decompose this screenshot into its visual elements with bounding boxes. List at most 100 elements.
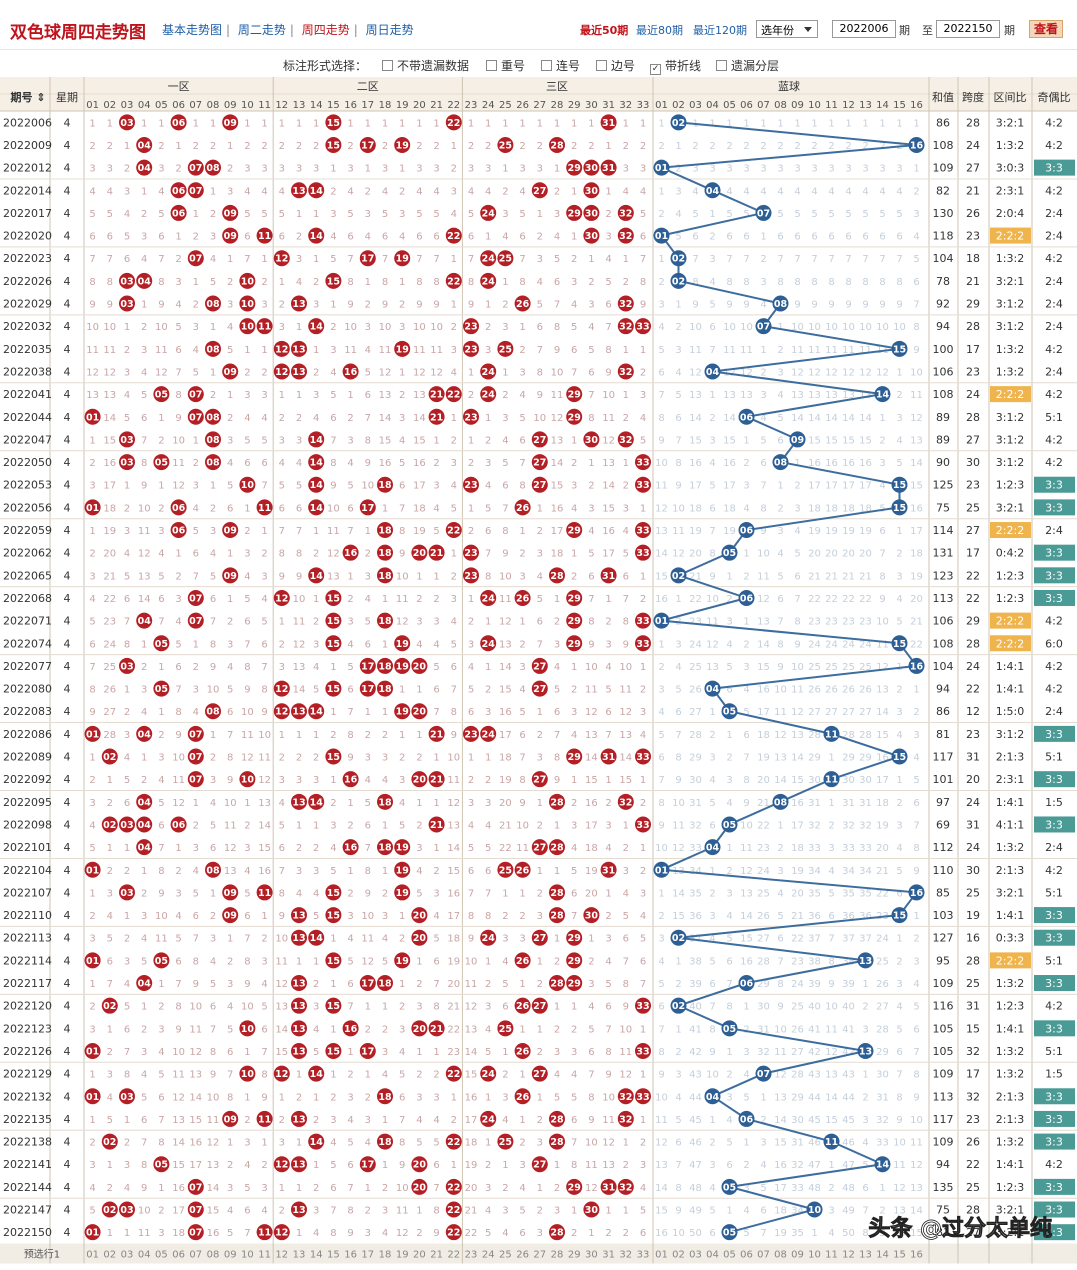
red-miss-count: 3 — [244, 549, 250, 560]
red-miss-count: 1 — [640, 1070, 646, 1081]
nav-basic[interactable]: 基本走势图 — [162, 23, 223, 37]
nav-tuesday[interactable]: 周二走势 — [237, 23, 286, 37]
weekday-cell: 4 — [64, 298, 71, 311]
red-miss-count: 1 — [382, 1002, 388, 1013]
blue-miss-count: 4 — [675, 1092, 681, 1103]
red-miss-count: 3 — [313, 1002, 319, 1013]
red-miss-count: 2 — [124, 866, 130, 877]
red-miss-count: 16 — [465, 1092, 478, 1103]
red-miss-count: 3 — [416, 617, 422, 628]
red-miss-count: 3 — [365, 322, 371, 333]
sum-cell: 109 — [933, 1136, 954, 1149]
red-miss-count: 5 — [227, 1228, 233, 1239]
option-consecutive[interactable]: 连号 — [541, 57, 580, 74]
sum-cell: 117 — [933, 1113, 954, 1126]
red-miss-count: 1 — [451, 300, 457, 311]
issue-cell: 2022089 — [3, 751, 52, 764]
span-cell: 23 — [966, 728, 980, 741]
red-ball-number: 12 — [275, 593, 288, 604]
zone-ratio-cell: 2:1:3 — [996, 864, 1024, 877]
red-number-footer: 11 — [258, 1250, 271, 1261]
red-miss-count: 4 — [399, 798, 405, 809]
red-miss-count: 1 — [571, 775, 577, 786]
red-miss-count: 5 — [107, 1115, 113, 1126]
blue-ball-number: 07 — [757, 322, 770, 333]
blue-number-footer: 13 — [859, 1250, 872, 1261]
red-miss-count: 5 — [365, 617, 371, 628]
red-ball-number: 11 — [258, 231, 271, 242]
red-miss-count: 7 — [244, 639, 250, 650]
red-miss-count: 15 — [103, 435, 116, 446]
red-miss-count: 3 — [537, 164, 543, 175]
query-button[interactable]: 查看 — [1029, 20, 1063, 38]
red-miss-count: 1 — [399, 911, 405, 922]
option-polyline[interactable]: ✓ 带折线 — [650, 59, 702, 75]
option-no-miss[interactable]: 不带遗漏数据 — [382, 57, 469, 74]
blue-miss-count: 44 — [689, 1092, 702, 1103]
red-miss-count: 1 — [347, 798, 353, 809]
options-label: 标注形式选择： — [283, 59, 368, 73]
red-ball — [222, 522, 239, 539]
blue-miss-count: 7 — [658, 775, 664, 786]
red-miss-count: 4 — [107, 1092, 113, 1103]
red-miss-count: 5 — [519, 707, 525, 718]
red-ball — [170, 114, 187, 131]
checkbox-no-miss[interactable] — [382, 60, 393, 71]
blue-miss-count: 6 — [862, 232, 868, 243]
zone-ratio-cell: 1:4:1 — [996, 683, 1024, 696]
blue-miss-count: 1 — [862, 979, 868, 990]
blue-miss-count: 5 — [896, 1024, 902, 1035]
zone-ratio-cell: 3:1:2 — [996, 456, 1024, 469]
red-ball — [617, 204, 634, 221]
blue-miss-count: 25 — [791, 1002, 804, 1013]
red-miss-count: 10 — [189, 1002, 202, 1013]
blue-miss-count: 9 — [726, 300, 732, 311]
red-ball-number: 09 — [224, 1114, 237, 1125]
red-miss-count: 7 — [89, 662, 95, 673]
sum-cell: 117 — [933, 751, 954, 764]
red-miss-count: 3 — [313, 164, 319, 175]
option-edge[interactable]: 边号 — [596, 57, 635, 74]
option-layered-miss[interactable]: 遗漏分层 — [716, 57, 779, 74]
nav-sunday[interactable]: 周日走势 — [365, 23, 414, 37]
red-ball — [205, 159, 221, 176]
red-miss-count: 8 — [227, 753, 233, 764]
year-select[interactable]: 选年份 — [756, 20, 818, 38]
red-ball-number: 06 — [172, 503, 186, 514]
red-miss-count: 2 — [640, 141, 646, 152]
red-miss-count: 22 — [103, 594, 116, 605]
recent-50-link[interactable]: 最近50期 — [580, 24, 629, 37]
nav-thursday[interactable]: 周四走势 — [301, 23, 350, 37]
checkbox-layered-miss[interactable] — [716, 60, 727, 71]
checkbox-edge[interactable] — [596, 60, 607, 71]
red-miss-count: 1 — [313, 1092, 319, 1103]
blue-ball-number: 09 — [791, 435, 804, 446]
red-ball-number: 09 — [224, 118, 237, 129]
checkbox-polyline[interactable]: ✓ — [650, 64, 661, 75]
blue-miss-count: 5 — [828, 209, 834, 220]
blue-miss-count: 44 — [808, 1092, 821, 1103]
red-miss-count: 2 — [485, 979, 491, 990]
checkbox-repeat[interactable] — [486, 60, 497, 71]
to-issue-input[interactable]: 2022150 — [936, 20, 1000, 38]
from-issue-input[interactable]: 2022006 — [832, 20, 896, 38]
red-miss-count: 20 — [585, 888, 598, 899]
blue-miss-count: 12 — [655, 503, 668, 514]
blue-miss-count: 2 — [862, 1092, 868, 1103]
red-ball-number: 03 — [120, 276, 133, 287]
recent-80-link[interactable]: 最近80期 — [636, 24, 683, 37]
red-miss-count: 1 — [399, 730, 405, 741]
red-miss-count: 3 — [227, 979, 233, 990]
red-miss-count: 6 — [365, 390, 371, 401]
recent-120-link[interactable]: 最近120期 — [693, 24, 747, 37]
option-repeat[interactable]: 重号 — [486, 57, 525, 74]
blue-miss-count: 2 — [658, 662, 664, 673]
red-ball — [222, 114, 239, 131]
checkbox-consecutive[interactable] — [541, 60, 552, 71]
blue-miss-count: 19 — [910, 571, 923, 582]
red-miss-count: 1 — [330, 1070, 336, 1081]
red-ball-number: 19 — [396, 140, 409, 151]
red-miss-count: 3 — [623, 866, 629, 877]
red-miss-count: 14 — [619, 753, 632, 764]
blue-miss-count: 21 — [689, 571, 702, 582]
